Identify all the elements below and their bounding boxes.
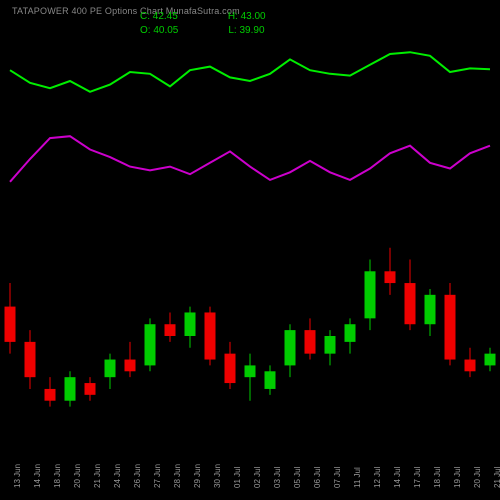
indicator-line-purple xyxy=(10,136,490,182)
chart-root: { "meta": { "title": "TATAPOWER 400 PE O… xyxy=(0,0,500,500)
x-axis-label: 11 Jul xyxy=(353,467,359,488)
candle-body xyxy=(185,312,196,336)
ohlc-open-val: 40.05 xyxy=(153,25,178,36)
ohlc-high: H: 43.00 xyxy=(228,10,266,24)
x-axis-label: 14 Jun xyxy=(33,464,39,488)
x-axis-label: 24 Jun xyxy=(113,464,119,488)
candle-body xyxy=(45,389,56,401)
x-axis-label: 02 Jul xyxy=(253,467,259,488)
candle-body xyxy=(65,377,76,401)
x-axis-label: 21 Jul xyxy=(493,467,499,488)
candle-body xyxy=(465,360,476,372)
candle-body xyxy=(345,324,356,342)
x-axis-label: 06 Jul xyxy=(313,467,319,488)
x-axis-label: 29 Jun xyxy=(193,464,199,488)
candle-body xyxy=(385,271,396,283)
candle-body xyxy=(425,295,436,324)
candle-body xyxy=(105,360,116,378)
ohlc-readout: C: 42.45 H: 43.00 O: 40.05 L: 39.90 xyxy=(140,10,266,38)
candle-body xyxy=(5,307,16,342)
candle-body xyxy=(305,330,316,354)
candle-body xyxy=(125,360,136,372)
candle-body xyxy=(365,271,376,318)
ohlc-high-val: 43.00 xyxy=(241,11,266,22)
candle-body xyxy=(225,354,236,383)
x-axis-label: 18 Jul xyxy=(433,467,439,488)
candle-body xyxy=(405,283,416,324)
candle-body xyxy=(245,365,256,377)
x-axis-label: 21 Jun xyxy=(93,464,99,488)
candle-body xyxy=(445,295,456,360)
x-axis-label: 01 Jul xyxy=(233,467,239,488)
chart-plot xyxy=(0,36,500,446)
indicator-line-green xyxy=(10,52,490,92)
x-axis-label: 30 Jun xyxy=(213,464,219,488)
candle-body xyxy=(25,342,36,377)
x-axis-label: 05 Jul xyxy=(293,467,299,488)
x-axis-label: 03 Jul xyxy=(273,467,279,488)
x-axis-label: 19 Jul xyxy=(453,467,459,488)
x-axis-label: 13 Jun xyxy=(13,464,19,488)
ohlc-low-val: 39.90 xyxy=(240,25,265,36)
ohlc-close: C: 42.45 xyxy=(140,10,178,24)
x-axis-label: 07 Jul xyxy=(333,467,339,488)
x-axis-label: 26 Jun xyxy=(133,464,139,488)
candle-body xyxy=(205,312,216,359)
x-axis-label: 28 Jun xyxy=(173,464,179,488)
x-axis-label: 18 Jun xyxy=(53,464,59,488)
ohlc-close-val: 42.45 xyxy=(153,11,178,22)
candle-body xyxy=(85,383,96,395)
candle-body xyxy=(285,330,296,365)
candle-body xyxy=(165,324,176,336)
candle-body xyxy=(325,336,336,354)
x-axis-label: 27 Jun xyxy=(153,464,159,488)
x-axis-label: 20 Jul xyxy=(473,467,479,488)
x-axis-label: 12 Jul xyxy=(373,467,379,488)
candle-body xyxy=(265,371,276,389)
x-axis-label: 17 Jul xyxy=(413,467,419,488)
x-axis-label: 20 Jun xyxy=(73,464,79,488)
x-axis: 13 Jun 14 Jun 18 Jun 20 Jun 21 Jun 24 Jun 26 J… xyxy=(0,446,500,494)
candle-body xyxy=(485,354,496,366)
candle-body xyxy=(145,324,156,365)
x-axis-label: 14 Jul xyxy=(393,467,399,488)
